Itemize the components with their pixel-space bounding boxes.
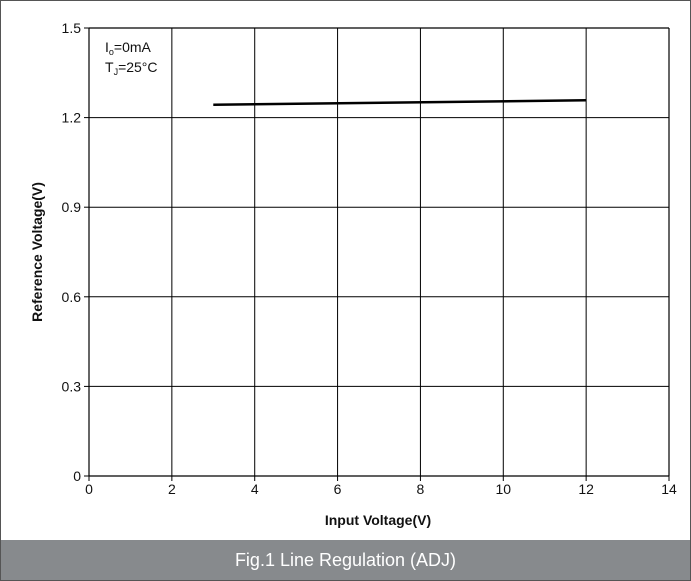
x-tick-label: 14 (661, 481, 677, 497)
tick-labels: 0 2 4 6 8 10 12 14 0 0.3 0.6 0.9 1.2 1.5 (62, 20, 677, 497)
series-line (213, 99, 587, 107)
annotation-temperature-subscript: J (114, 67, 119, 77)
series-layer (213, 99, 587, 107)
x-tick-label: 8 (417, 481, 425, 497)
y-tick-label: 1.2 (62, 110, 82, 126)
annotation-temperature-symbol: T (105, 59, 114, 75)
x-axis-title: Input Voltage(V) (325, 512, 431, 528)
line-regulation-chart: 0 2 4 6 8 10 12 14 0 0.3 0.6 0.9 1.2 1.5 Io=0mA TJ=25… (29, 20, 677, 528)
y-tick-label: 0.6 (62, 289, 82, 305)
x-tick-label: 0 (85, 481, 93, 497)
x-tick-label: 2 (168, 481, 176, 497)
x-tick-label: 6 (334, 481, 342, 497)
annotation-temperature-value: =25°C (118, 59, 157, 75)
annotation-current-symbol: I (105, 39, 109, 55)
annotation-box (93, 31, 169, 81)
y-axis-title: Reference Voltage(V) (29, 182, 45, 322)
x-tick-label: 4 (251, 481, 259, 497)
grid (84, 27, 670, 481)
y-tick-label: 1.5 (62, 20, 82, 36)
y-tick-label: 0.9 (62, 199, 82, 215)
annotation-temperature: TJ=25°C (105, 59, 158, 77)
y-tick-label: 0 (73, 468, 81, 484)
figure-caption: Fig.1 Line Regulation (ADJ) (1, 540, 690, 580)
annotation-current: Io=0mA (105, 39, 152, 57)
x-tick-label: 10 (495, 481, 511, 497)
annotation-current-value: =0mA (114, 39, 152, 55)
x-tick-label: 12 (578, 481, 594, 497)
annotation-current-subscript: o (109, 47, 114, 57)
y-tick-label: 0.3 (62, 378, 82, 394)
